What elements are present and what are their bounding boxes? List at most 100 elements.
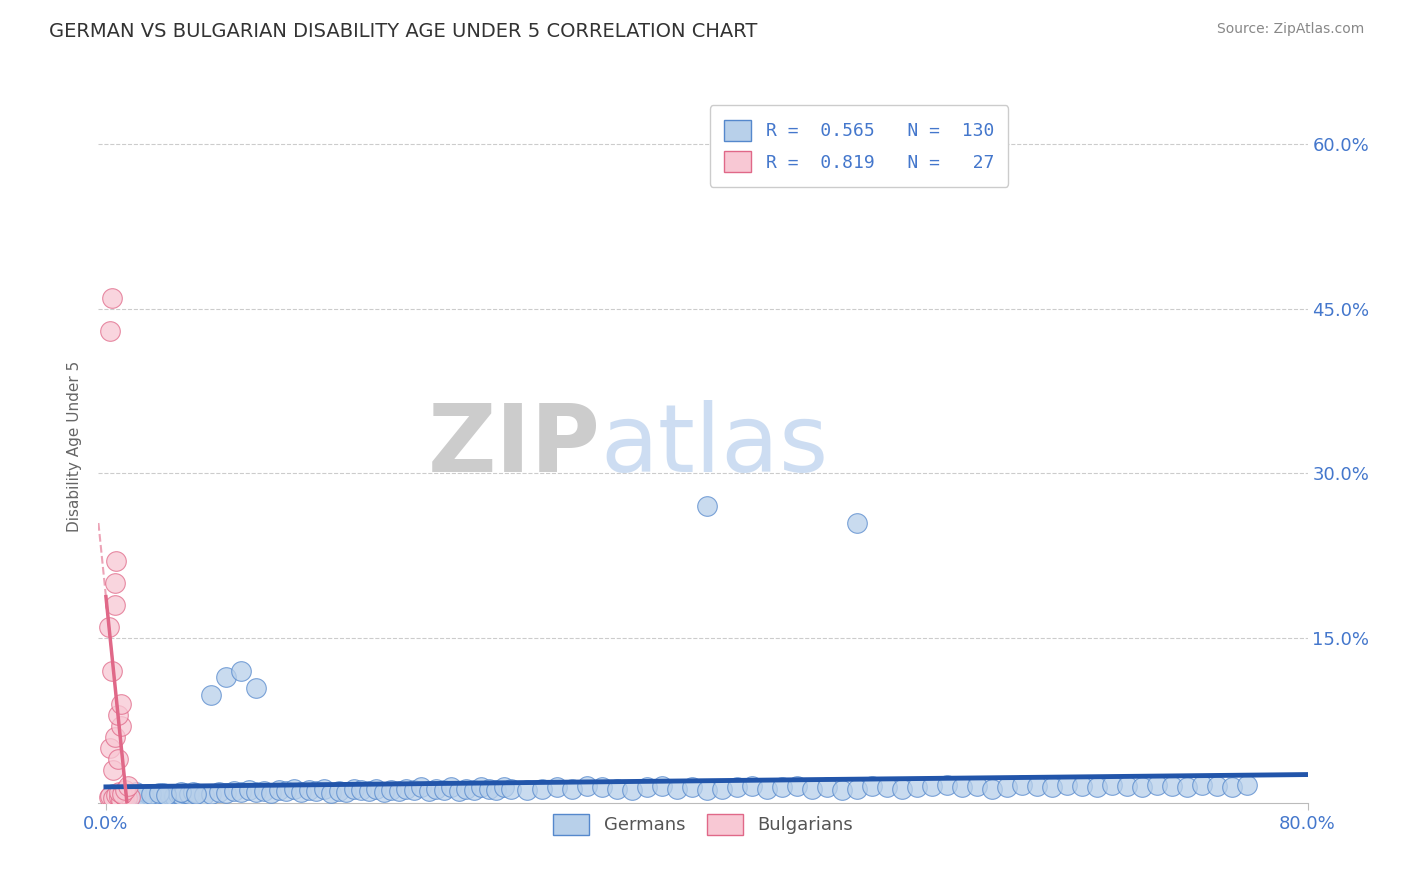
Point	[229, 664, 252, 678]
Point	[357, 783, 380, 797]
Point	[530, 781, 553, 796]
Point	[402, 782, 425, 797]
Point	[350, 782, 373, 797]
Point	[1071, 780, 1094, 794]
Point	[125, 791, 148, 805]
Legend: Germans, Bulgarians: Germans, Bulgarians	[544, 805, 862, 844]
Point	[456, 781, 478, 796]
Point	[105, 788, 128, 802]
Y-axis label: Disability Age Under 5: Disability Age Under 5	[67, 360, 83, 532]
Point	[104, 598, 127, 612]
Point	[411, 780, 433, 795]
Point	[132, 789, 155, 804]
Point	[115, 791, 138, 805]
Point	[181, 785, 204, 799]
Point	[696, 782, 718, 797]
Point	[380, 782, 402, 797]
Point	[321, 786, 343, 800]
Point	[108, 790, 131, 805]
Point	[97, 620, 120, 634]
Point	[1040, 780, 1063, 795]
Point	[155, 788, 177, 802]
Point	[463, 782, 485, 797]
Point	[696, 500, 718, 514]
Point	[139, 789, 162, 804]
Point	[148, 790, 170, 805]
Point	[200, 688, 222, 702]
Point	[995, 780, 1018, 795]
Point	[101, 291, 124, 305]
Point	[110, 792, 132, 806]
Point	[136, 787, 159, 801]
Point	[170, 788, 193, 802]
Point	[193, 788, 215, 802]
Point	[575, 780, 598, 794]
Point	[1206, 780, 1229, 794]
Point	[104, 576, 127, 591]
Point	[981, 781, 1004, 796]
Point	[860, 780, 883, 794]
Point	[245, 681, 267, 695]
Point	[388, 783, 411, 797]
Point	[108, 785, 131, 799]
Point	[846, 516, 869, 530]
Point	[936, 778, 959, 792]
Point	[143, 788, 166, 802]
Point	[267, 782, 290, 797]
Point	[290, 785, 312, 799]
Point	[229, 785, 252, 799]
Point	[770, 780, 793, 795]
Point	[298, 782, 321, 797]
Point	[921, 780, 943, 794]
Point	[846, 781, 869, 796]
Point	[107, 752, 129, 766]
Point	[305, 783, 328, 797]
Point	[815, 780, 838, 795]
Point	[107, 708, 129, 723]
Point	[276, 783, 298, 797]
Point	[1191, 778, 1213, 792]
Point	[1130, 780, 1153, 795]
Point	[200, 787, 222, 801]
Point	[366, 781, 388, 796]
Point	[335, 785, 357, 799]
Point	[215, 786, 238, 800]
Point	[418, 783, 440, 797]
Text: Source: ZipAtlas.com: Source: ZipAtlas.com	[1216, 22, 1364, 37]
Point	[283, 781, 305, 796]
Point	[117, 790, 139, 805]
Point	[478, 781, 501, 796]
Point	[485, 782, 508, 797]
Point	[100, 740, 122, 755]
Point	[184, 786, 207, 800]
Point	[1222, 780, 1244, 795]
Text: GERMAN VS BULGARIAN DISABILITY AGE UNDER 5 CORRELATION CHART: GERMAN VS BULGARIAN DISABILITY AGE UNDER…	[49, 22, 758, 41]
Point	[132, 790, 155, 805]
Point	[447, 783, 470, 797]
Point	[167, 787, 190, 801]
Point	[173, 786, 195, 800]
Point	[152, 786, 174, 800]
Point	[373, 785, 395, 799]
Point	[118, 790, 141, 805]
Point	[636, 780, 658, 795]
Point	[103, 790, 125, 805]
Point	[501, 781, 523, 796]
Point	[1177, 780, 1199, 795]
Point	[125, 785, 148, 799]
Point	[425, 781, 447, 796]
Point	[1161, 780, 1184, 794]
Point	[117, 780, 139, 794]
Point	[105, 554, 128, 568]
Point	[104, 730, 127, 744]
Point	[786, 780, 808, 794]
Point	[440, 780, 463, 795]
Point	[876, 780, 898, 795]
Point	[117, 788, 139, 802]
Point	[238, 782, 260, 797]
Point	[112, 789, 135, 804]
Point	[111, 787, 134, 801]
Point	[100, 789, 122, 804]
Text: atlas: atlas	[600, 400, 828, 492]
Point	[395, 781, 418, 796]
